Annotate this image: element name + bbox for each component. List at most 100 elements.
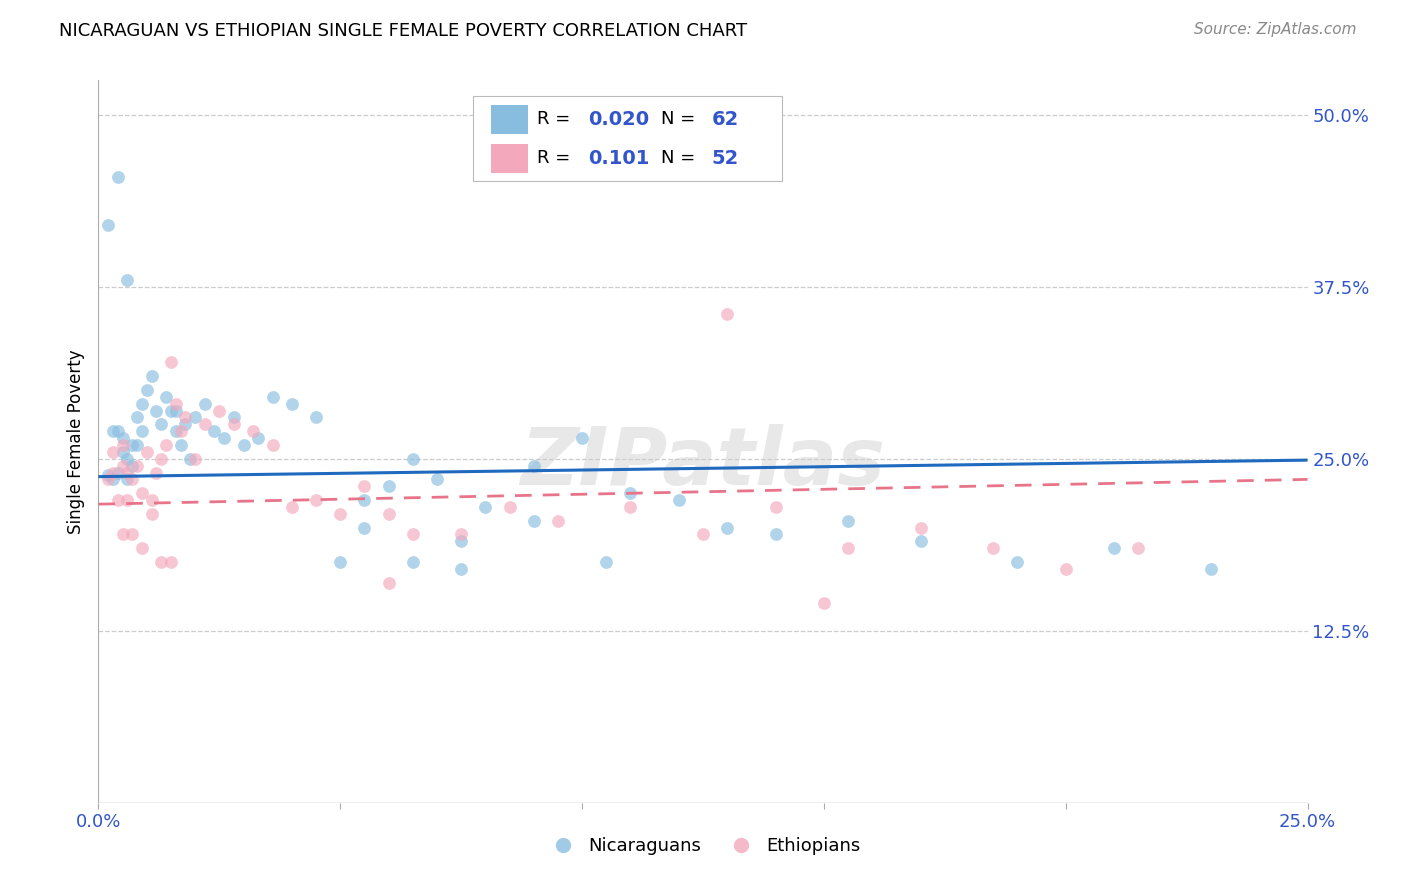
Point (117, 472, 139, 486)
Point (141, 493, 163, 508)
Point (145, 403, 167, 417)
Point (135, 383, 157, 397)
Point (145, 466, 167, 480)
Point (910, 534, 932, 549)
Point (174, 410, 197, 425)
Point (121, 472, 143, 486)
Point (121, 458, 143, 473)
Point (450, 534, 472, 549)
Text: R =: R = (537, 111, 576, 128)
Point (329, 555, 352, 569)
Point (523, 458, 546, 473)
Point (107, 493, 129, 508)
Point (165, 424, 187, 438)
Bar (492, 105, 527, 134)
Point (1128, 541, 1150, 556)
Point (716, 520, 738, 534)
Point (107, 424, 129, 438)
Point (150, 451, 173, 466)
Point (247, 431, 270, 445)
Point (837, 541, 859, 556)
Point (1007, 555, 1029, 569)
Point (571, 431, 593, 445)
Text: 0.020: 0.020 (588, 110, 650, 128)
Point (141, 369, 163, 384)
Point (160, 403, 183, 417)
Point (402, 451, 425, 466)
Point (101, 472, 124, 486)
FancyBboxPatch shape (474, 96, 782, 181)
Point (450, 562, 472, 576)
Point (353, 520, 375, 534)
Point (169, 424, 191, 438)
Point (619, 486, 641, 500)
Point (150, 417, 173, 432)
Point (450, 527, 472, 541)
Text: R =: R = (537, 149, 582, 168)
Point (111, 527, 134, 541)
Point (121, 527, 143, 541)
Point (1199, 562, 1222, 576)
Point (160, 555, 183, 569)
Point (111, 445, 134, 459)
Point (716, 307, 738, 321)
Point (281, 397, 304, 411)
Point (155, 390, 177, 404)
Text: 0.101: 0.101 (588, 149, 650, 168)
Point (242, 424, 264, 438)
Point (97, 472, 120, 486)
Text: Source: ZipAtlas.com: Source: ZipAtlas.com (1194, 22, 1357, 37)
Point (131, 541, 153, 556)
Point (184, 451, 207, 466)
Point (107, 169, 129, 184)
Point (329, 507, 352, 521)
Point (135, 445, 157, 459)
Point (426, 472, 449, 486)
Point (813, 596, 835, 610)
Point (547, 514, 569, 528)
Point (117, 451, 139, 466)
Text: NICARAGUAN VS ETHIOPIAN SINGLE FEMALE POVERTY CORRELATION CHART: NICARAGUAN VS ETHIOPIAN SINGLE FEMALE PO… (59, 22, 747, 40)
Point (97, 468, 120, 483)
Point (141, 507, 163, 521)
Point (281, 500, 304, 514)
Point (184, 410, 207, 425)
Point (204, 424, 226, 438)
Point (837, 514, 859, 528)
Point (765, 500, 787, 514)
Text: 52: 52 (711, 149, 738, 168)
Point (107, 466, 129, 480)
Point (174, 417, 197, 432)
Point (377, 479, 399, 493)
Point (155, 438, 177, 452)
Point (262, 390, 284, 404)
Point (121, 438, 143, 452)
Point (232, 438, 254, 452)
Point (131, 424, 153, 438)
Point (353, 493, 375, 508)
Point (523, 514, 546, 528)
Text: 62: 62 (711, 110, 738, 128)
Text: ZIPatlas: ZIPatlas (520, 425, 886, 502)
Point (377, 507, 399, 521)
Point (127, 438, 149, 452)
Text: N =: N = (661, 111, 700, 128)
Point (208, 403, 231, 417)
Point (127, 410, 149, 425)
Point (981, 541, 1004, 556)
Point (498, 500, 520, 514)
Point (127, 458, 149, 473)
Point (111, 431, 134, 445)
Point (194, 417, 217, 432)
Point (111, 458, 134, 473)
Point (212, 431, 235, 445)
Point (668, 493, 690, 508)
Point (1054, 562, 1077, 576)
Point (222, 410, 245, 425)
Point (692, 527, 714, 541)
Point (101, 466, 124, 480)
Bar (492, 144, 527, 173)
Point (131, 397, 153, 411)
Point (150, 555, 173, 569)
Point (1102, 541, 1125, 556)
